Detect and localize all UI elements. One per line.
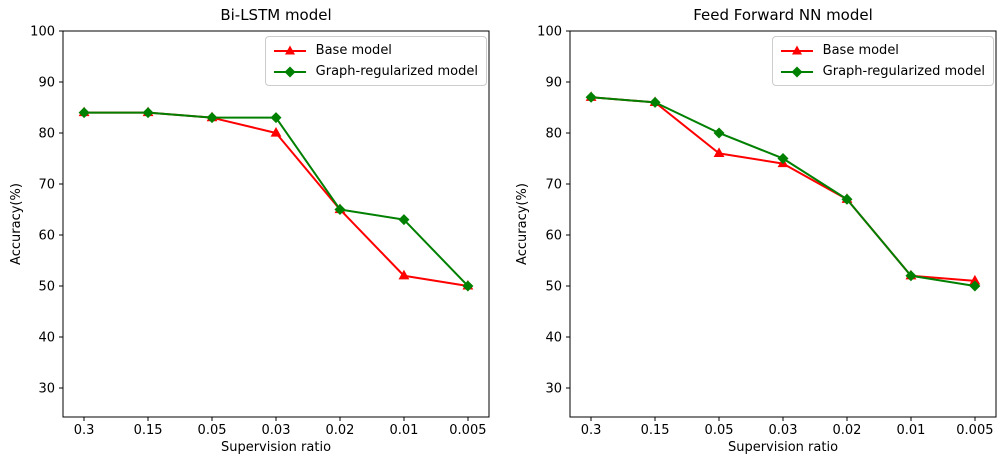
y-tick-label: 60	[545, 228, 562, 243]
chart-title-ffnn: Feed Forward NN model	[693, 6, 873, 24]
series-marker-base-model	[270, 126, 282, 137]
series-marker-base-model	[713, 147, 725, 157]
y-tick-label: 90	[545, 75, 562, 90]
series-marker-graph-regularized	[841, 193, 853, 205]
legend-entry-graph-regularized: Graph-regularized model	[780, 62, 985, 81]
series-marker-graph-regularized	[398, 214, 410, 226]
y-tick-label: 100	[30, 25, 55, 40]
series-marker-graph-regularized	[206, 112, 218, 124]
legend-key-graph-regularized-icon	[273, 65, 307, 79]
y-axis-label-ffnn: Accuracy(%)	[515, 183, 530, 265]
x-tick-label: 0.3	[581, 423, 602, 438]
y-tick-label: 50	[38, 279, 55, 294]
x-tick-label: 0.02	[832, 423, 861, 438]
series-marker-graph-regularized	[78, 107, 90, 119]
x-tick-label: 0.03	[262, 423, 291, 438]
series-marker-graph-regularized	[462, 280, 474, 292]
series-line-base-model	[590, 96, 976, 282]
series-marker-base-model	[969, 274, 981, 285]
x-tick-label: 0.05	[198, 423, 227, 438]
legend-entry-base-model: Base model	[273, 41, 478, 60]
y-tick-label: 50	[545, 279, 562, 294]
series-line-graph-regularized	[590, 96, 976, 287]
series-marker-graph-regularized	[713, 127, 725, 139]
y-tick-label: 30	[38, 381, 55, 396]
series-marker-graph-regularized	[905, 270, 917, 282]
x-tick-label: 0.005	[449, 423, 486, 438]
y-tick-label: 40	[545, 330, 562, 345]
x-tick-label: 0.3	[74, 423, 95, 438]
plot-border	[62, 30, 490, 418]
x-tick-label: 0.005	[956, 423, 993, 438]
series-line-graph-regularized	[83, 111, 469, 287]
legend-label-base-model: Base model	[315, 43, 392, 58]
series-marker-graph-regularized	[270, 112, 282, 124]
y-tick-label: 90	[38, 75, 55, 90]
legend-label-graph-regularized: Graph-regularized model	[315, 64, 478, 79]
y-tick-label: 80	[545, 126, 562, 141]
series-marker-graph-regularized	[334, 203, 346, 215]
y-tick-label: 60	[38, 228, 55, 243]
x-tick-label: 0.01	[896, 423, 925, 438]
x-axis-label-bilstm: Supervision ratio	[220, 440, 332, 455]
legend-key-graph-regularized-icon	[780, 65, 814, 79]
x-tick-label: 0.15	[134, 423, 163, 438]
plot-border	[569, 30, 997, 418]
legend-bilstm: Base model Graph-regularized model	[264, 36, 487, 86]
legend-ffnn: Base model Graph-regularized model	[771, 36, 994, 86]
y-tick-label: 80	[38, 126, 55, 141]
legend-key-base-model-icon	[273, 44, 307, 58]
legend-key-base-model-icon	[780, 44, 814, 58]
chart-title-bilstm: Bi-LSTM model	[220, 6, 332, 24]
series-line-base-model	[83, 111, 469, 287]
legend-entry-base-model: Base model	[780, 41, 985, 60]
series-marker-graph-regularized	[969, 280, 981, 292]
y-tick-label: 40	[38, 330, 55, 345]
y-tick-label: 30	[545, 381, 562, 396]
x-tick-label: 0.02	[325, 423, 354, 438]
legend-label-base-model: Base model	[822, 43, 899, 58]
x-tick-label: 0.01	[389, 423, 418, 438]
series-marker-graph-regularized	[777, 152, 789, 164]
x-tick-label: 0.03	[769, 423, 798, 438]
y-tick-label: 100	[537, 25, 562, 40]
x-tick-label: 0.15	[641, 423, 670, 438]
series-marker-graph-regularized	[585, 91, 597, 103]
legend-entry-graph-regularized: Graph-regularized model	[273, 62, 478, 81]
x-axis-label-ffnn: Supervision ratio	[727, 440, 839, 455]
x-tick-label: 0.05	[705, 423, 734, 438]
y-axis-label-bilstm: Accuracy(%)	[9, 183, 24, 265]
y-tick-label: 70	[38, 177, 55, 192]
series-marker-graph-regularized	[649, 96, 661, 108]
series-marker-graph-regularized	[142, 107, 154, 119]
series-marker-base-model	[398, 269, 410, 280]
legend-label-graph-regularized: Graph-regularized model	[822, 64, 985, 79]
y-tick-label: 70	[545, 177, 562, 192]
